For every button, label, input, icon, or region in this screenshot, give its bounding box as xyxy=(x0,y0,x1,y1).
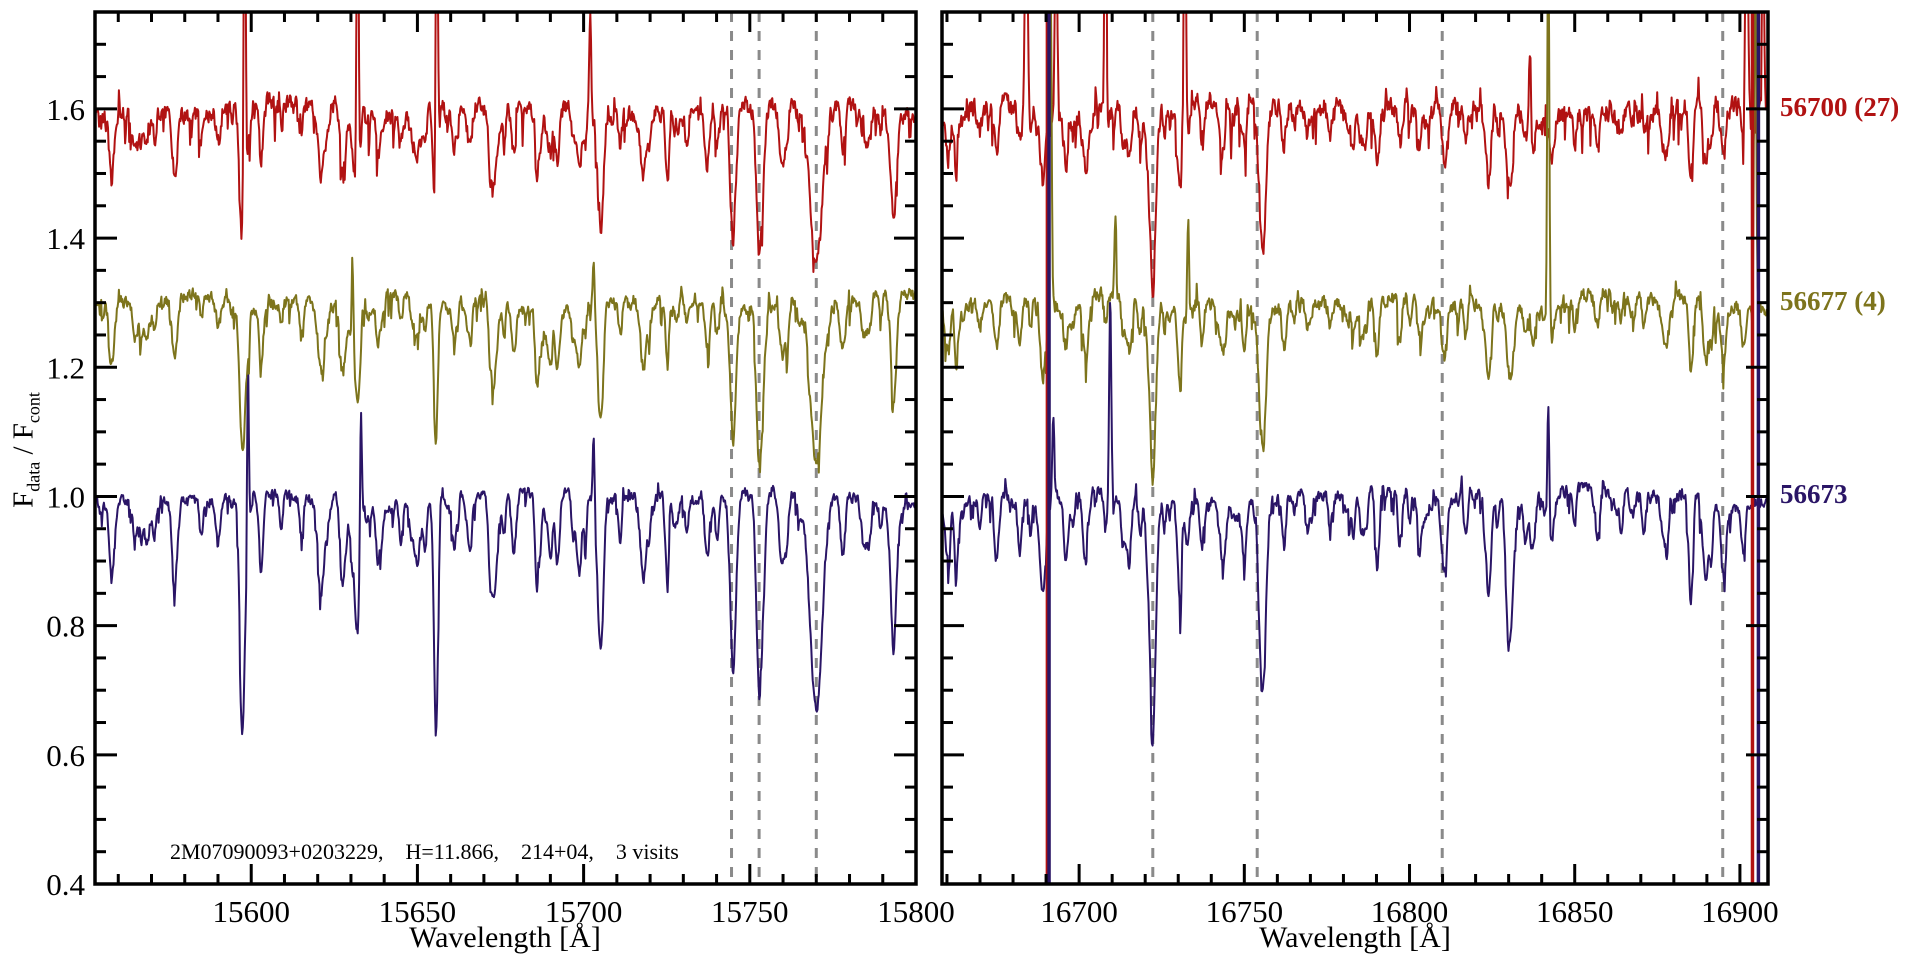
y-axis-title-base2: / F xyxy=(7,423,40,462)
spectra-left xyxy=(95,12,916,737)
spectrum-56673-right xyxy=(942,301,1768,747)
panel-frame-left xyxy=(93,10,918,886)
y-axis-title-base1: F xyxy=(7,491,40,508)
x-tick-label: 16900 xyxy=(1701,894,1779,929)
y-tick-label: 0.4 xyxy=(46,867,85,902)
y-tick-label: 0.6 xyxy=(46,738,85,773)
spectrum-56700-right xyxy=(942,12,1768,298)
y-axis-title: Fdata / Fcont xyxy=(8,392,45,508)
y-axis-title-sub2: cont xyxy=(23,392,44,424)
x-tick-label: 16850 xyxy=(1536,894,1614,929)
legend-label-1: 56677 (4) xyxy=(1780,285,1886,316)
panel-frame-right xyxy=(940,10,1770,886)
legend-label-2: 56673 xyxy=(1780,479,1848,510)
y-tick-labels: 0.4 0.6 0.8 1.0 1.2 1.4 1.6 xyxy=(46,92,85,902)
y-axis-title-sub1: data xyxy=(23,461,44,492)
sky-dashed-lines-left xyxy=(730,12,818,884)
panel-left: 15600 15650 15700 15750 15800 xyxy=(93,10,955,929)
y-tick-label: 0.8 xyxy=(46,609,85,644)
y-tick-label: 1.4 xyxy=(46,221,85,256)
spectrum-56700-left xyxy=(95,12,916,273)
x-tick-label: 15600 xyxy=(212,894,290,929)
spectra-right xyxy=(942,12,1768,884)
x-tick-label: 15650 xyxy=(379,894,457,929)
spectrum-56673-left xyxy=(95,374,916,737)
legend-label-0: 56700 (27) xyxy=(1780,91,1900,122)
x-tick-label: 15700 xyxy=(545,894,623,929)
target-annotation: 2M07090093+0203229, H=11.866, 214+04, 3 … xyxy=(170,839,679,864)
sky-dashed-lines-right xyxy=(1151,12,1725,884)
x-tick-label: 16700 xyxy=(1040,894,1118,929)
x-axis-title-left: Wavelength [Å] xyxy=(409,921,601,954)
x-tick-label: 16800 xyxy=(1371,894,1449,929)
x-tick-label: 16750 xyxy=(1206,894,1284,929)
spectrum-56677-right xyxy=(942,12,1768,486)
x-tick-label: 15800 xyxy=(877,894,955,929)
x-tick-label: 15750 xyxy=(711,894,789,929)
x-tick-labels-right: 16700 16750 16800 16850 16900 xyxy=(1040,894,1778,929)
x-axis-title-right: Wavelength [Å] xyxy=(1259,921,1451,954)
spectrum-56677-left xyxy=(95,256,916,474)
y-tick-label: 1.2 xyxy=(46,350,85,385)
y-tick-label: 1.6 xyxy=(46,92,85,127)
axis-ticks-right xyxy=(942,10,1768,886)
panel-right: 16700 16750 16800 16850 16900 xyxy=(940,10,1779,929)
axis-ticks-left xyxy=(95,10,918,886)
x-tick-labels-left: 15600 15650 15700 15750 15800 xyxy=(212,894,954,929)
y-tick-label: 1.0 xyxy=(46,479,85,514)
